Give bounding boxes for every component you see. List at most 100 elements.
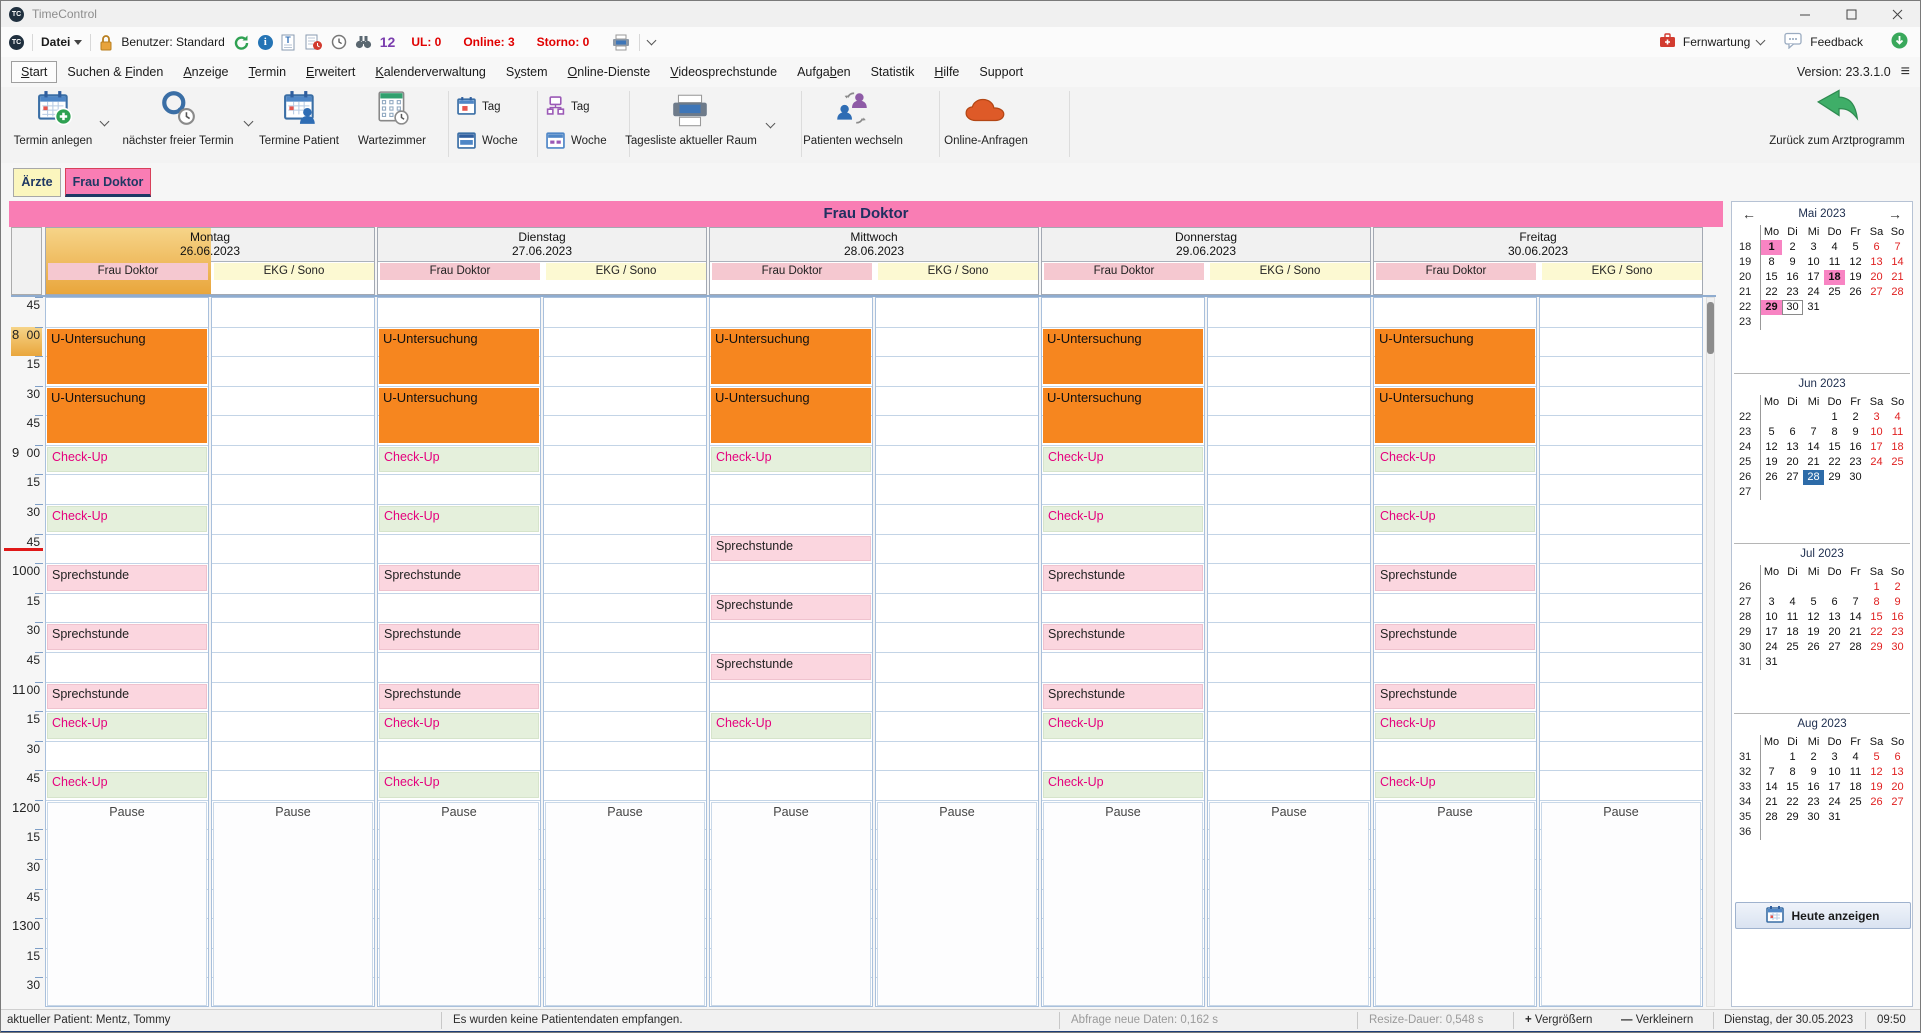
- calendar-day-cell[interactable]: 7: [1768, 766, 1775, 778]
- appointment-block[interactable]: Sprechstunde: [1375, 624, 1535, 650]
- calendar-day-cell[interactable]: 13: [1786, 441, 1799, 453]
- time-slot-cell[interactable]: [46, 564, 208, 594]
- calendar-day-cell[interactable]: 27: [1870, 286, 1883, 298]
- time-slot-cell[interactable]: [1208, 683, 1370, 713]
- time-slot-cell[interactable]: [1540, 298, 1702, 328]
- calendar-day-cell[interactable]: 18: [1786, 626, 1799, 638]
- time-slot-cell[interactable]: [1540, 475, 1702, 506]
- time-slot-cell[interactable]: [1042, 653, 1204, 683]
- calendar-day-cell[interactable]: 6: [1831, 596, 1838, 608]
- calendar-day-cell[interactable]: 6: [1873, 241, 1880, 253]
- appointment-block[interactable]: Check-Up: [47, 713, 207, 739]
- calendar-day-cell[interactable]: 4: [1789, 596, 1796, 608]
- time-slot-cell[interactable]: [378, 505, 540, 535]
- calendar-day-cell[interactable]: 18: [1824, 270, 1845, 285]
- calendar-day-cell[interactable]: 9: [1810, 766, 1817, 778]
- back-to-pvs-button[interactable]: Zurück zum Arztprogramm: [1769, 135, 1905, 147]
- time-slot-cell[interactable]: [544, 564, 706, 594]
- calendar-day-cell[interactable]: 15: [1765, 271, 1778, 283]
- calendar-day-cell[interactable]: 23: [1849, 456, 1862, 468]
- calendar-day-cell[interactable]: 20: [1891, 781, 1904, 793]
- calendar-day-cell[interactable]: 31: [1807, 301, 1820, 313]
- appointment-block[interactable]: U-Untersuchung: [47, 328, 207, 384]
- time-slot-cell[interactable]: [1540, 416, 1702, 446]
- time-slot-cell[interactable]: [1208, 475, 1370, 506]
- time-slot-cell[interactable]: [876, 328, 1038, 358]
- time-slot-cell[interactable]: [378, 446, 540, 476]
- appointment-block[interactable]: Sprechstunde: [47, 683, 207, 710]
- appointment-block[interactable]: Check-Up: [711, 713, 871, 739]
- appointment-block[interactable]: Check-Up: [47, 772, 207, 798]
- appointment-block[interactable]: Check-Up: [1375, 506, 1535, 532]
- time-slot-cell[interactable]: [1208, 416, 1370, 446]
- appointment-block[interactable]: Check-Up: [1043, 713, 1203, 739]
- appointment-block[interactable]: U-Untersuchung: [47, 387, 207, 443]
- time-slot-cell[interactable]: [544, 357, 706, 387]
- time-slot-cell[interactable]: [1374, 683, 1536, 713]
- appointment-block[interactable]: Check-Up: [1043, 446, 1203, 473]
- time-slot-cell[interactable]: [876, 505, 1038, 535]
- calendar-day-cell[interactable]: 21: [1849, 626, 1862, 638]
- calendar-day-cell[interactable]: 9: [1852, 426, 1859, 438]
- time-slot-cell[interactable]: [1208, 357, 1370, 387]
- time-slot-cell[interactable]: [544, 594, 706, 624]
- calendar-day-cell[interactable]: 8: [1789, 766, 1796, 778]
- appointment-block[interactable]: Sprechstunde: [711, 535, 871, 562]
- appointment-block[interactable]: U-Untersuchung: [379, 387, 539, 443]
- calendar-day-cell[interactable]: 27: [1786, 471, 1799, 483]
- time-slot-cell[interactable]: [212, 712, 374, 742]
- time-slot-cell[interactable]: [1208, 653, 1370, 683]
- calendar-day-cell[interactable]: 21: [1807, 456, 1820, 468]
- time-slot-cell[interactable]: [1042, 771, 1204, 801]
- calendar-day-cell[interactable]: 24: [1765, 641, 1778, 653]
- time-slot-cell[interactable]: [544, 298, 706, 328]
- appointment-block[interactable]: Check-Up: [47, 506, 207, 532]
- calendar-day-cell[interactable]: 26: [1870, 796, 1883, 808]
- time-slot-cell[interactable]: [710, 712, 872, 742]
- calendar-day-cell[interactable]: 1: [1873, 581, 1880, 593]
- switch-patient-button[interactable]: Patienten wechseln: [803, 135, 903, 147]
- time-slot-cell[interactable]: [1042, 416, 1204, 446]
- room-column-label-ekg[interactable]: EKG / Sono: [878, 263, 1038, 280]
- time-slot-cell[interactable]: [544, 771, 706, 801]
- room-week-view-button[interactable]: Woche: [542, 127, 624, 155]
- calendar-day-cell[interactable]: 26: [1765, 471, 1778, 483]
- time-slot-cell[interactable]: [1042, 742, 1204, 772]
- calendar-day-cell[interactable]: 27: [1828, 641, 1841, 653]
- room-column-label-doctor[interactable]: Frau Doktor: [48, 263, 208, 280]
- time-slot-cell[interactable]: [46, 535, 208, 565]
- time-slot-cell[interactable]: [876, 742, 1038, 772]
- time-slot-cell[interactable]: [378, 623, 540, 653]
- time-slot-cell[interactable]: [710, 416, 872, 446]
- time-slot-cell[interactable]: [378, 742, 540, 772]
- appointment-block[interactable]: Check-Up: [1375, 446, 1535, 473]
- menu-item-12[interactable]: Support: [979, 65, 1024, 79]
- time-slot-cell[interactable]: [212, 683, 374, 713]
- appointment-block[interactable]: Sprechstunde: [47, 624, 207, 650]
- search-clock-icon[interactable]: [159, 90, 197, 131]
- calendar-day-cell[interactable]: 1: [1761, 240, 1782, 255]
- appointment-block[interactable]: Check-Up: [47, 446, 207, 473]
- time-slot-cell[interactable]: [1208, 328, 1370, 358]
- room-column-label-doctor[interactable]: Frau Doktor: [1044, 263, 1204, 280]
- calendar-day-cell[interactable]: 1: [1789, 751, 1796, 763]
- time-slot-cell[interactable]: [710, 623, 872, 653]
- time-slot-cell[interactable]: [876, 475, 1038, 506]
- calendar-day-cell[interactable]: 29: [1786, 811, 1799, 823]
- time-slot-cell[interactable]: [710, 742, 872, 772]
- calendar-day-cell[interactable]: 16: [1786, 271, 1799, 283]
- time-slot-cell[interactable]: [876, 771, 1038, 801]
- print-icon[interactable]: [611, 34, 631, 51]
- remote-support-label[interactable]: Fernwartung: [1682, 35, 1751, 49]
- room-column-label-ekg[interactable]: EKG / Sono: [546, 263, 706, 280]
- appointment-block[interactable]: Check-Up: [711, 446, 871, 473]
- calendar-day-cell[interactable]: 18: [1849, 781, 1862, 793]
- calendar-day-cell[interactable]: 1: [1831, 411, 1838, 423]
- time-slot-cell[interactable]: [212, 446, 374, 476]
- calendar-day-cell[interactable]: 8: [1768, 256, 1775, 268]
- time-slot-cell[interactable]: [1208, 594, 1370, 624]
- appointment-block[interactable]: U-Untersuchung: [711, 387, 871, 443]
- room-column-label-doctor[interactable]: Frau Doktor: [1376, 263, 1536, 280]
- next-month-icon[interactable]: →: [1888, 206, 1902, 222]
- calendar-day-cell[interactable]: 20: [1870, 271, 1883, 283]
